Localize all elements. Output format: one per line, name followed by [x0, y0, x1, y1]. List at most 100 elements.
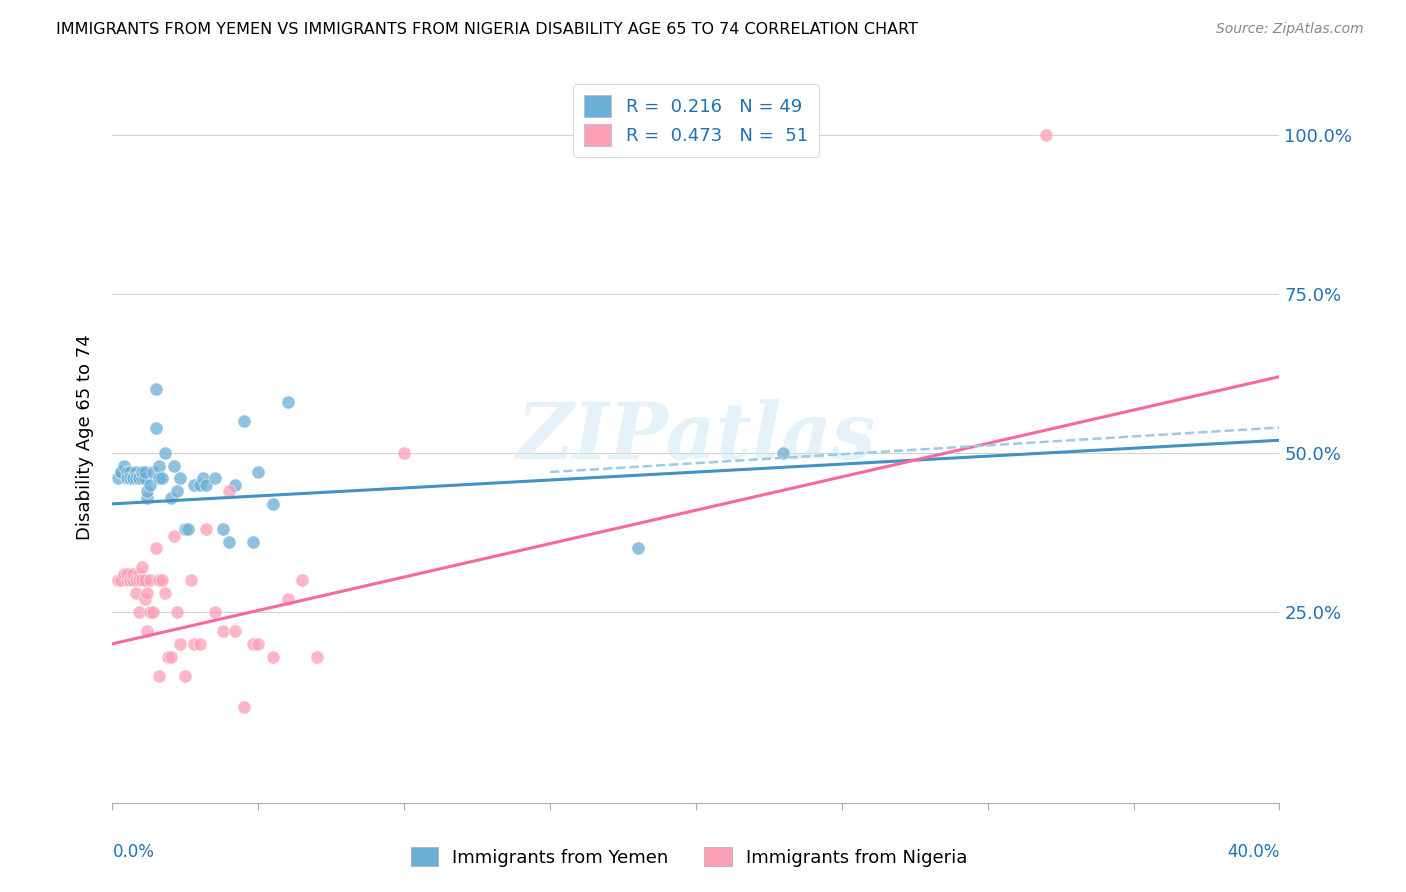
Point — [112, 458, 135, 473]
Point — [174, 668, 197, 682]
Text: 0.0%: 0.0% — [112, 843, 155, 861]
Point — [188, 477, 211, 491]
Text: IMMIGRANTS FROM YEMEN VS IMMIGRANTS FROM NIGERIA DISABILITY AGE 65 TO 74 CORRELA: IMMIGRANTS FROM YEMEN VS IMMIGRANTS FROM… — [56, 22, 918, 37]
Point — [150, 471, 173, 485]
Point — [163, 458, 186, 473]
Point — [145, 383, 167, 397]
Point — [148, 458, 170, 473]
Point — [148, 668, 170, 682]
Point — [160, 491, 183, 505]
Point — [153, 586, 176, 600]
Point — [148, 471, 170, 485]
Point — [247, 465, 270, 479]
Point — [153, 446, 176, 460]
Point — [131, 465, 153, 479]
Point — [115, 566, 138, 581]
Point — [134, 465, 156, 479]
Point — [232, 414, 254, 428]
Point — [232, 700, 254, 714]
Text: 40.0%: 40.0% — [1227, 843, 1279, 861]
Point — [204, 605, 226, 619]
Point — [276, 395, 298, 409]
Point — [110, 573, 132, 587]
Point — [112, 566, 135, 581]
Point — [128, 471, 150, 485]
Point — [107, 573, 129, 587]
Point — [160, 649, 183, 664]
Point — [169, 471, 191, 485]
Point — [212, 624, 235, 638]
Point — [145, 541, 167, 556]
Point — [122, 573, 145, 587]
Point — [118, 471, 141, 485]
Point — [224, 477, 246, 491]
Point — [136, 491, 159, 505]
Point — [134, 592, 156, 607]
Point — [772, 446, 794, 460]
Point — [150, 573, 173, 587]
Point — [122, 566, 145, 581]
Point — [183, 637, 205, 651]
Point — [166, 605, 188, 619]
Point — [392, 446, 416, 460]
Point — [242, 535, 264, 549]
Point — [224, 624, 246, 638]
Point — [163, 529, 186, 543]
Point — [148, 573, 170, 587]
Point — [125, 471, 148, 485]
Point — [139, 605, 162, 619]
Legend: Immigrants from Yemen, Immigrants from Nigeria: Immigrants from Yemen, Immigrants from N… — [404, 840, 974, 874]
Point — [142, 605, 165, 619]
Text: Source: ZipAtlas.com: Source: ZipAtlas.com — [1216, 22, 1364, 37]
Point — [125, 465, 148, 479]
Point — [118, 465, 141, 479]
Point — [204, 471, 226, 485]
Point — [626, 541, 648, 556]
Point — [177, 522, 200, 536]
Point — [218, 484, 240, 499]
Point — [305, 649, 328, 664]
Point — [188, 637, 211, 651]
Point — [122, 471, 145, 485]
Y-axis label: Disability Age 65 to 74: Disability Age 65 to 74 — [76, 334, 94, 540]
Point — [169, 637, 191, 651]
Point — [136, 624, 159, 638]
Point — [128, 566, 150, 581]
Point — [174, 522, 197, 536]
Point — [139, 477, 162, 491]
Point — [194, 477, 217, 491]
Point — [1035, 128, 1057, 142]
Point — [145, 420, 167, 434]
Point — [131, 573, 153, 587]
Point — [136, 586, 159, 600]
Point — [136, 484, 159, 499]
Point — [128, 605, 150, 619]
Point — [139, 573, 162, 587]
Point — [122, 471, 145, 485]
Point — [166, 484, 188, 499]
Point — [107, 471, 129, 485]
Point — [262, 649, 284, 664]
Text: ZIPatlas: ZIPatlas — [516, 399, 876, 475]
Point — [291, 573, 314, 587]
Point — [194, 522, 217, 536]
Point — [110, 465, 132, 479]
Point — [110, 465, 132, 479]
Point — [115, 471, 138, 485]
Point — [183, 477, 205, 491]
Point — [134, 573, 156, 587]
Point — [142, 465, 165, 479]
Point — [212, 522, 235, 536]
Point — [247, 637, 270, 651]
Point — [125, 573, 148, 587]
Point — [134, 471, 156, 485]
Point — [156, 649, 179, 664]
Point — [128, 471, 150, 485]
Point — [131, 471, 153, 485]
Point — [128, 573, 150, 587]
Point — [118, 573, 141, 587]
Legend: R =  0.216   N = 49, R =  0.473   N =  51: R = 0.216 N = 49, R = 0.473 N = 51 — [574, 84, 818, 157]
Point — [118, 573, 141, 587]
Point — [242, 637, 264, 651]
Point — [262, 497, 284, 511]
